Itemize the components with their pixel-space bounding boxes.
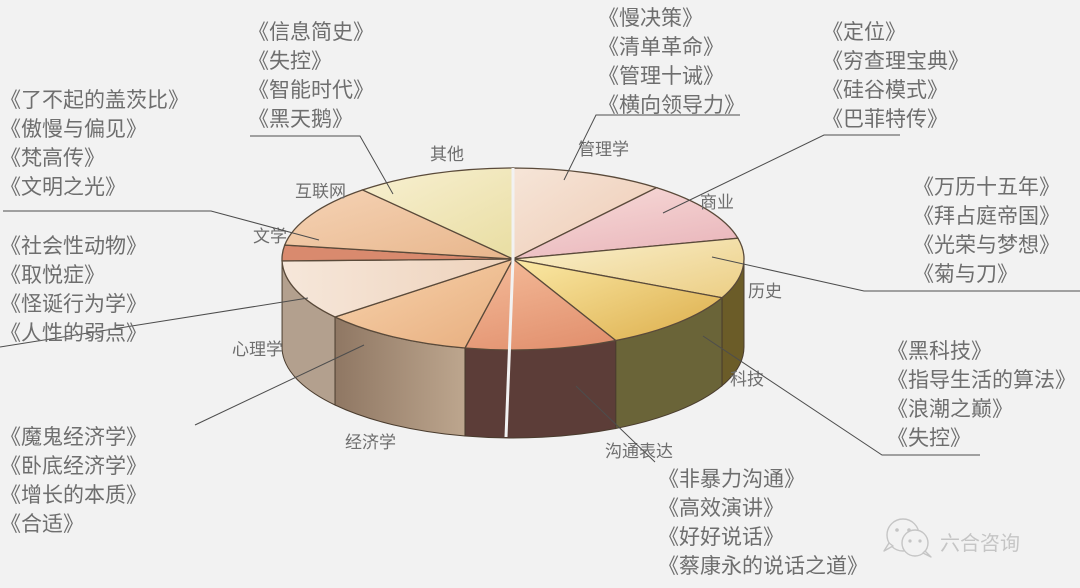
svg-text:互联网: 互联网: [295, 182, 346, 201]
svg-text:历史: 历史: [748, 282, 782, 301]
svg-text:其他: 其他: [430, 145, 464, 164]
svg-text:心理学: 心理学: [232, 340, 283, 359]
svg-text:商业: 商业: [700, 193, 734, 212]
svg-text:管理学: 管理学: [578, 140, 629, 159]
svg-text:经济学: 经济学: [345, 433, 396, 452]
svg-text:六合咨询: 六合咨询: [940, 532, 1020, 555]
svg-text:沟通表达: 沟通表达: [605, 442, 673, 461]
